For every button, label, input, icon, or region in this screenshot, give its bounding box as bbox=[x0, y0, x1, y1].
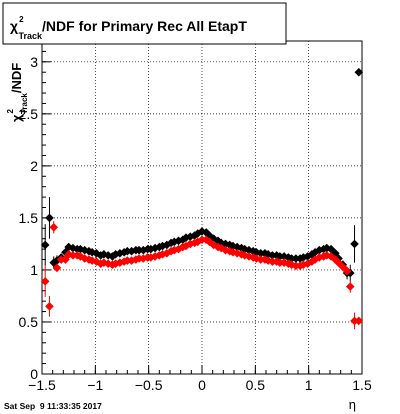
data-point bbox=[103, 251, 113, 260]
plot-frame bbox=[41, 40, 363, 375]
y-tick-label: 2.5 bbox=[19, 106, 39, 122]
data-point bbox=[216, 243, 226, 253]
data-point bbox=[87, 256, 97, 265]
y-axis-label: χ2 Track/NDF bbox=[6, 63, 29, 122]
data-point bbox=[205, 237, 214, 247]
series-0 bbox=[40, 67, 364, 282]
ylabel-sub: Track bbox=[20, 93, 29, 114]
data-point bbox=[158, 250, 167, 259]
title-rest: /NDF for Primary Rec All EtapT bbox=[42, 18, 247, 34]
data-point bbox=[64, 242, 73, 252]
data-point bbox=[279, 252, 289, 261]
data-point bbox=[40, 277, 50, 286]
x-tick-label: 0.5 bbox=[246, 377, 266, 393]
data-point bbox=[303, 259, 312, 268]
y-tick-label: 1 bbox=[30, 262, 38, 278]
ylabel-chi: χ bbox=[9, 114, 24, 122]
data-point bbox=[342, 266, 352, 276]
data-point bbox=[322, 251, 332, 260]
data-point bbox=[232, 248, 242, 258]
data-point bbox=[354, 67, 364, 77]
data-point bbox=[310, 247, 320, 257]
data-point bbox=[178, 235, 188, 245]
data-point bbox=[232, 242, 242, 252]
data-point bbox=[76, 252, 85, 261]
data-point bbox=[322, 243, 332, 253]
data-point bbox=[115, 248, 125, 258]
data-point bbox=[40, 240, 50, 250]
data-point bbox=[252, 254, 261, 263]
data-point bbox=[345, 282, 355, 291]
series-1 bbox=[40, 221, 364, 330]
timestamp: Sat Sep 9 11:33:35 2017 bbox=[4, 401, 102, 411]
data-point bbox=[45, 302, 54, 311]
x-tick-label: −1.5 bbox=[28, 377, 56, 393]
data-point bbox=[139, 245, 148, 255]
data-point bbox=[350, 239, 359, 249]
data-point bbox=[111, 259, 120, 268]
x-tick-label: 1 bbox=[305, 377, 313, 393]
x-axis-label: η bbox=[349, 397, 356, 412]
data-point bbox=[315, 253, 324, 262]
ticks: −1.5 −1 −0.5 0 0.5 1 1.5 0 0.5 1 1.5 2 2.5 3 bbox=[19, 40, 372, 393]
y-tick-label: 0 bbox=[30, 366, 38, 382]
data-point bbox=[146, 253, 156, 262]
data-point bbox=[52, 256, 62, 265]
data-point bbox=[216, 238, 226, 248]
data-point bbox=[162, 248, 172, 258]
data-point bbox=[326, 252, 336, 261]
data-point bbox=[244, 252, 254, 261]
x-tick-label: 1.5 bbox=[352, 377, 372, 393]
title-box bbox=[2, 2, 287, 45]
data-point bbox=[162, 240, 172, 250]
data-point bbox=[354, 316, 364, 326]
y-tick-label: 3 bbox=[30, 54, 38, 70]
data-point bbox=[228, 247, 238, 257]
ylabel-sup: 2 bbox=[6, 109, 15, 114]
data-point bbox=[252, 247, 261, 257]
data-point bbox=[205, 231, 214, 240]
y-tick-label: 0.5 bbox=[19, 314, 39, 330]
data-point bbox=[299, 253, 308, 262]
title-sub: Track bbox=[19, 31, 44, 41]
data-point bbox=[334, 258, 343, 267]
data-point bbox=[92, 257, 101, 266]
data-point bbox=[45, 213, 54, 223]
data-point bbox=[80, 245, 89, 255]
data-point bbox=[345, 268, 355, 278]
data-point bbox=[111, 250, 120, 259]
grid bbox=[42, 41, 362, 374]
data-point bbox=[158, 241, 167, 251]
data-point bbox=[240, 251, 249, 260]
data-point bbox=[174, 236, 183, 246]
data-point bbox=[127, 246, 136, 256]
data-point bbox=[221, 245, 230, 255]
x-tick-label: 0 bbox=[198, 377, 206, 393]
y-tick-label: 2 bbox=[30, 158, 38, 174]
data-point bbox=[190, 231, 199, 240]
data-point bbox=[52, 263, 62, 273]
chart-title: χ2 Track/NDF for Primary Rec All EtapT bbox=[10, 15, 247, 41]
data-point bbox=[49, 222, 59, 232]
data-point bbox=[87, 247, 97, 257]
x-tick-label: −1 bbox=[87, 377, 103, 393]
ylabel-rest: /NDF bbox=[9, 63, 24, 93]
y-tick-label: 1.5 bbox=[19, 210, 39, 226]
data-point bbox=[263, 256, 273, 265]
data-point bbox=[150, 252, 160, 261]
x-tick-label: −0.5 bbox=[135, 377, 163, 393]
series-layer bbox=[40, 67, 364, 330]
title-sup: 2 bbox=[19, 15, 24, 24]
data-point bbox=[115, 258, 125, 267]
data-point bbox=[228, 241, 238, 251]
data-point bbox=[150, 243, 160, 253]
data-point bbox=[338, 262, 348, 272]
title-chi: χ bbox=[10, 18, 18, 34]
data-point bbox=[61, 247, 70, 257]
data-point bbox=[244, 245, 254, 255]
